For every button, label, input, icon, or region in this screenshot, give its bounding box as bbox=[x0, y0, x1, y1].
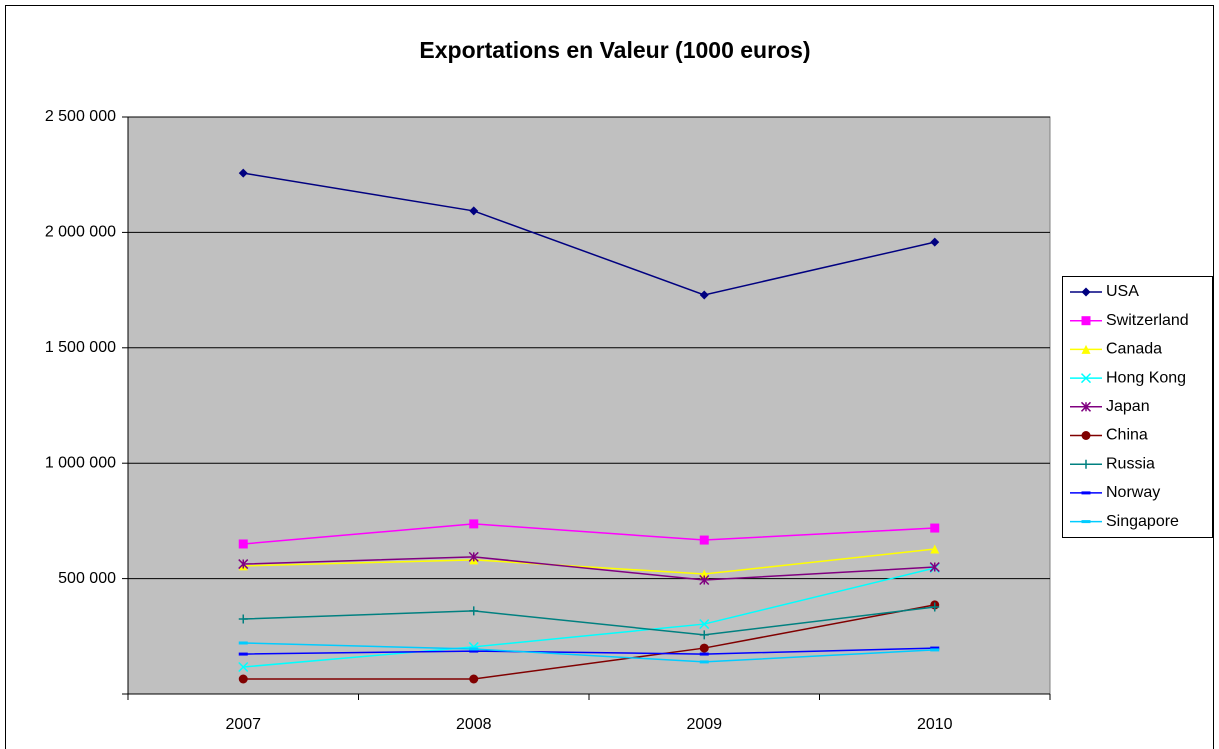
legend-marker bbox=[1080, 373, 1092, 384]
legend-label: USA bbox=[1106, 283, 1139, 300]
marker bbox=[468, 551, 479, 562]
marker bbox=[469, 206, 479, 216]
marker bbox=[238, 559, 249, 570]
x-tick-label: 2009 bbox=[686, 716, 722, 733]
legend-marker bbox=[1081, 520, 1091, 524]
legend-label: Singapore bbox=[1106, 513, 1179, 530]
legend-label: Canada bbox=[1106, 341, 1162, 358]
legend-label: Japan bbox=[1106, 398, 1150, 415]
marker bbox=[699, 535, 709, 545]
legend-label: China bbox=[1106, 427, 1148, 444]
series-line bbox=[243, 642, 935, 663]
marker bbox=[238, 168, 248, 178]
plot-area bbox=[127, 116, 1051, 695]
legend-marker bbox=[1081, 316, 1091, 326]
x-tick-label: 2010 bbox=[917, 716, 953, 733]
marker bbox=[930, 544, 940, 554]
y-tick-label: 2 500 000 bbox=[45, 108, 116, 125]
marker bbox=[238, 661, 249, 673]
legend-marker bbox=[1081, 459, 1091, 469]
marker bbox=[699, 660, 709, 664]
marker bbox=[699, 569, 709, 579]
marker bbox=[238, 674, 248, 684]
series-line bbox=[243, 567, 935, 668]
marker bbox=[930, 602, 940, 612]
marker bbox=[469, 649, 479, 653]
marker bbox=[699, 619, 710, 630]
series-line bbox=[243, 647, 935, 655]
marker bbox=[469, 606, 479, 616]
marker bbox=[930, 237, 940, 247]
series-line bbox=[243, 523, 935, 545]
marker bbox=[238, 652, 248, 656]
marker bbox=[238, 614, 248, 624]
legend-label: Russia bbox=[1106, 455, 1155, 472]
y-tick-label: 1 500 000 bbox=[45, 339, 116, 356]
series-line bbox=[243, 172, 935, 296]
legend-label: Norway bbox=[1106, 484, 1160, 501]
legend-marker bbox=[1081, 491, 1091, 495]
marker bbox=[699, 652, 709, 656]
series-line bbox=[243, 604, 935, 680]
x-tick-label: 2008 bbox=[456, 716, 492, 733]
marker bbox=[469, 674, 479, 684]
chart-title: Exportations en Valeur (1000 euros) bbox=[419, 37, 810, 63]
marker bbox=[930, 646, 940, 650]
marker bbox=[469, 519, 479, 529]
marker bbox=[929, 562, 940, 573]
marker bbox=[699, 630, 709, 640]
marker bbox=[238, 539, 248, 549]
marker bbox=[699, 290, 709, 300]
legend-marker bbox=[1081, 431, 1091, 440]
legend-marker bbox=[1081, 344, 1091, 354]
marker bbox=[699, 643, 709, 653]
series-line bbox=[243, 606, 935, 636]
marker bbox=[699, 574, 710, 586]
marker bbox=[930, 648, 940, 652]
marker bbox=[238, 641, 248, 645]
legend-marker bbox=[1080, 401, 1092, 412]
y-tick-label: 500 000 bbox=[58, 570, 116, 587]
x-tick-label: 2007 bbox=[225, 716, 261, 733]
marker bbox=[930, 523, 940, 533]
series-line bbox=[243, 548, 935, 575]
legend-label: Hong Kong bbox=[1106, 369, 1186, 386]
legend-label: Switzerland bbox=[1106, 312, 1189, 329]
y-tick-label: 1 000 000 bbox=[45, 454, 116, 471]
series-line bbox=[243, 556, 935, 581]
y-tick-label: 2 000 000 bbox=[45, 224, 116, 241]
marker bbox=[469, 647, 479, 651]
legend-marker bbox=[1081, 287, 1091, 297]
